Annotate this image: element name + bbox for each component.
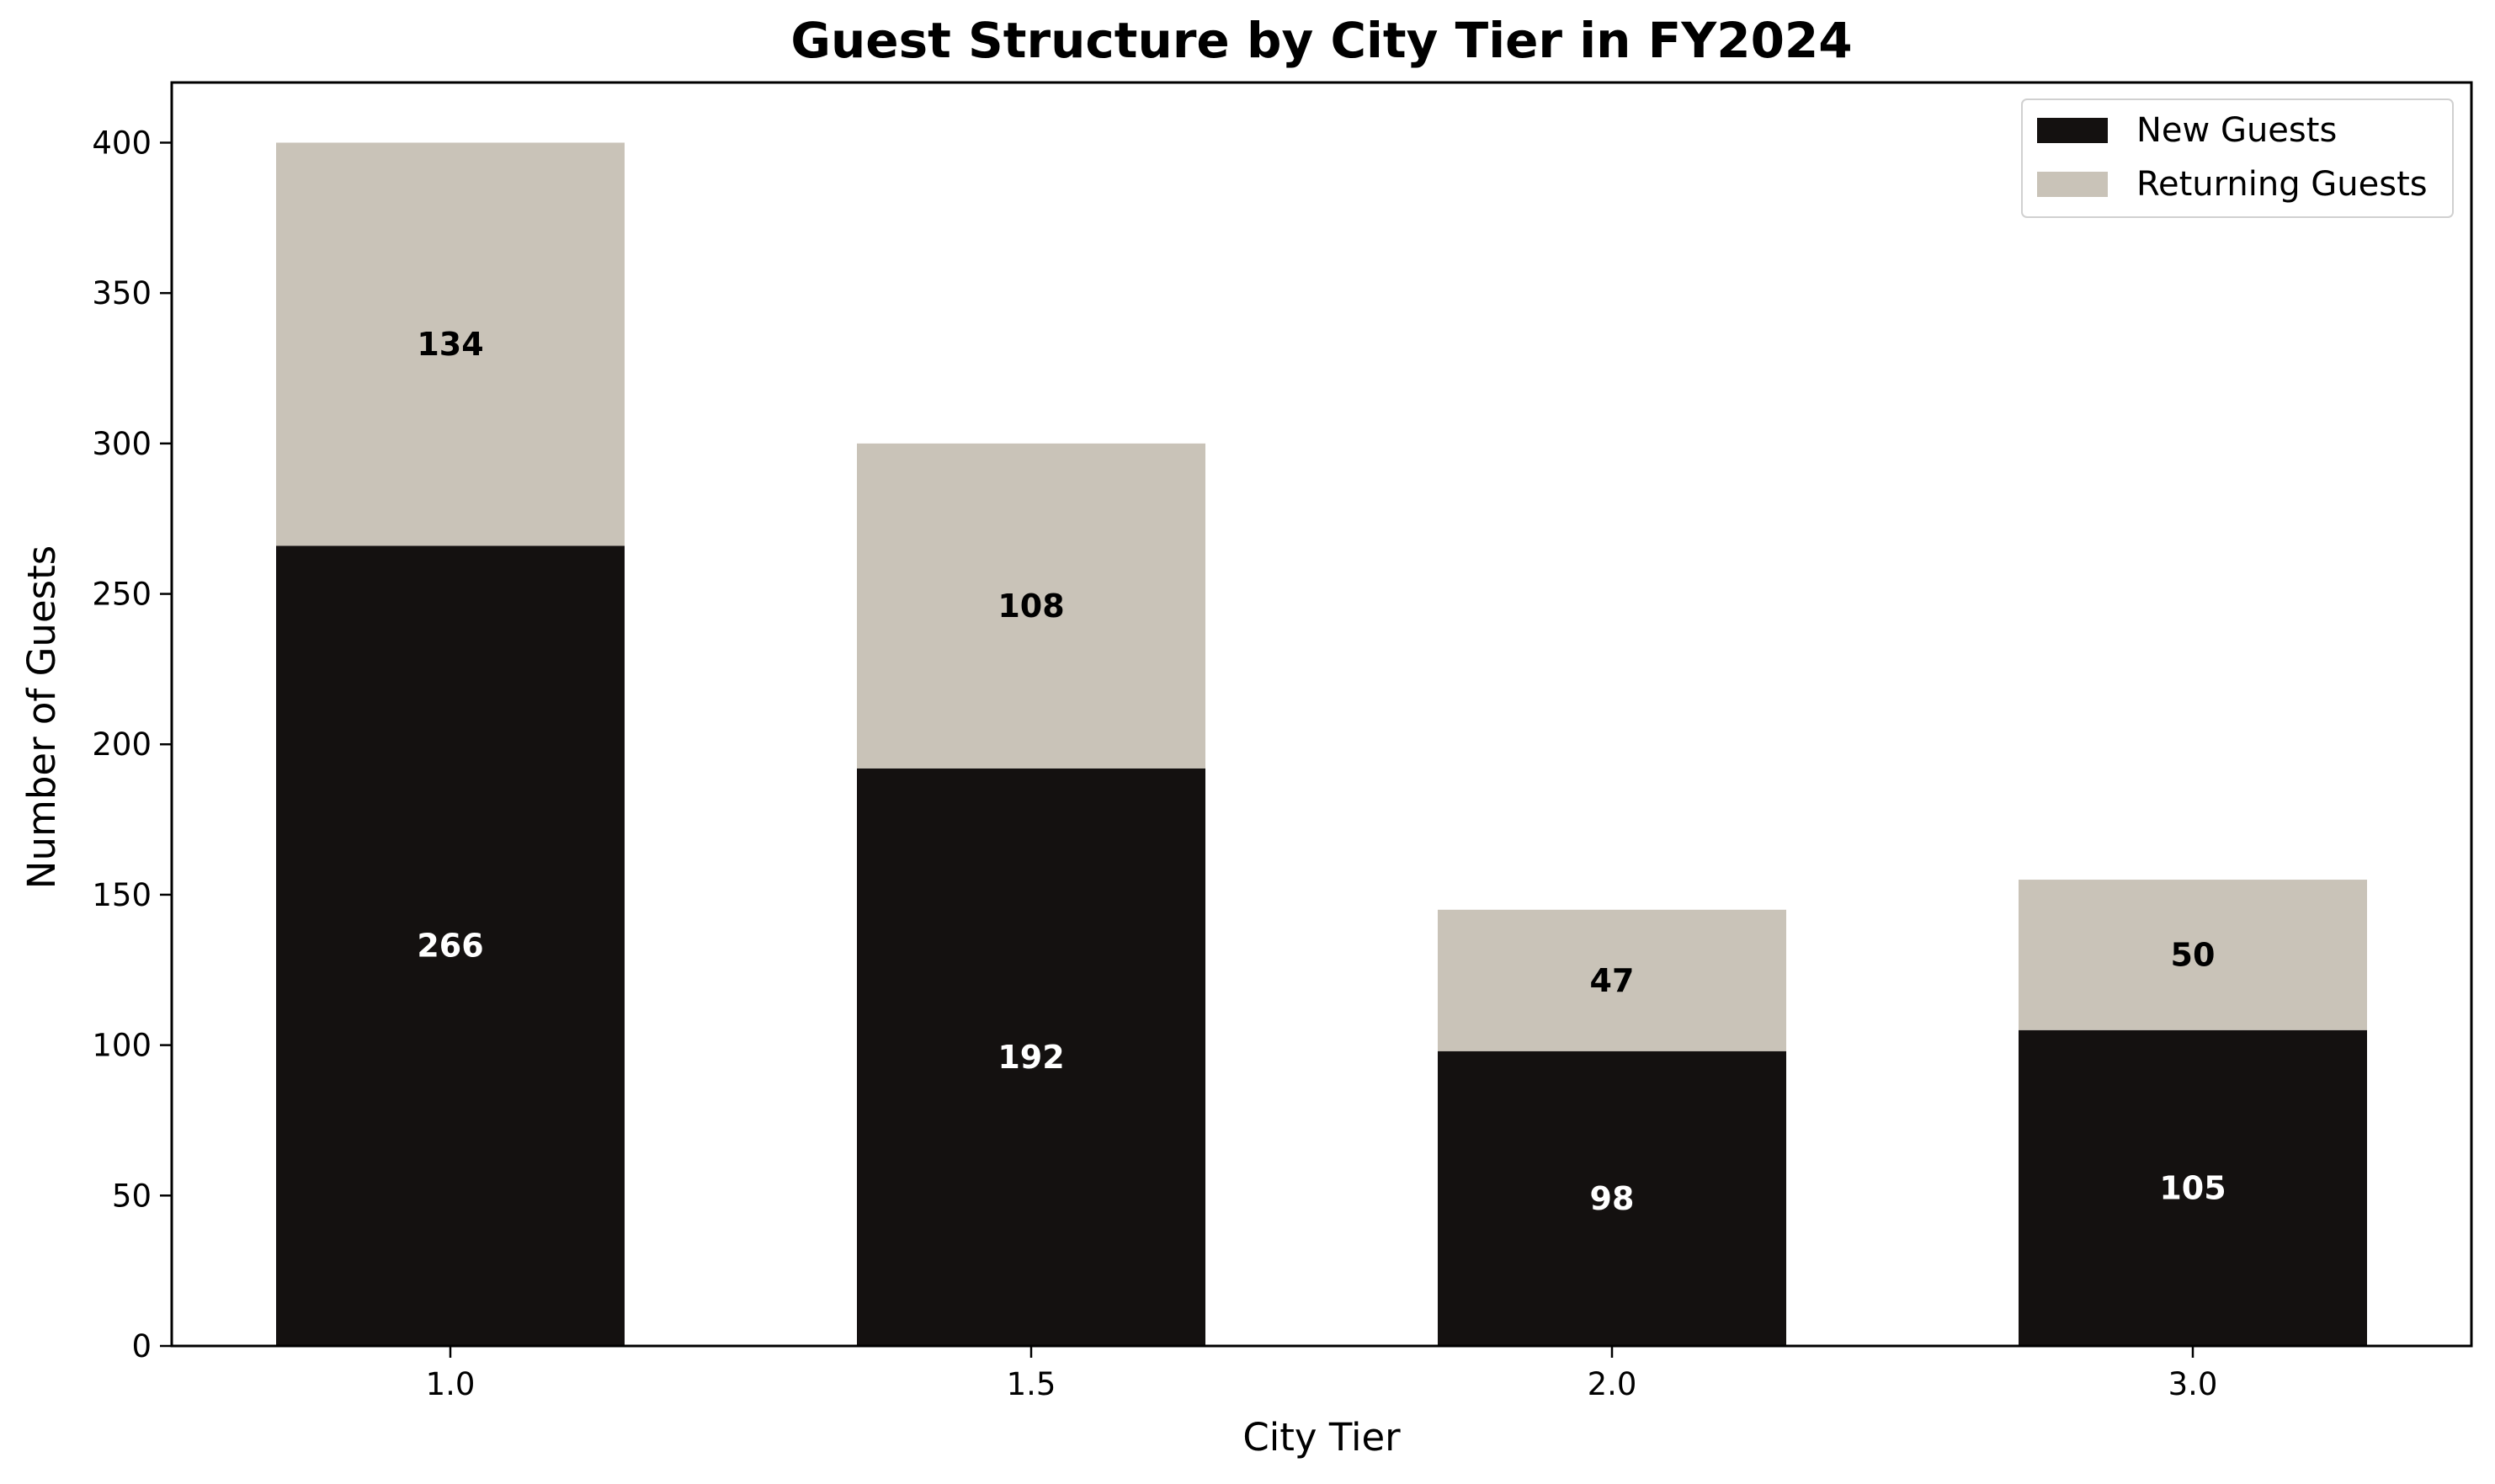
x-tick-label: 1.0 [426,1366,476,1402]
bar-returning-3-0 [2019,880,2367,1030]
y-tick-label: 50 [112,1178,152,1214]
x-axis-label: City Tier [1242,1415,1401,1460]
legend-box [2021,98,2454,218]
y-tick-label: 100 [92,1028,152,1064]
plot-frame [170,81,2473,1348]
legend-label-new: New Guests [2136,111,2337,150]
data-label-returning-2-0: 47 [1590,962,1635,999]
data-label-returning-3-0: 50 [2171,936,2216,973]
data-label-returning-1-0: 134 [417,326,483,363]
chart-title: Guest Structure by City Tier in FY2024 [790,12,1852,69]
x-tick-label: 1.5 [1007,1366,1056,1402]
y-axis: 0 50 100 150 200 250 300 350 400 [92,125,172,1364]
x-tick-label: 2.0 [1588,1366,1637,1402]
data-labels-layer: 266 192 98 105 134 108 47 50 [417,326,2226,1217]
y-tick-label: 400 [92,125,152,161]
legend-swatch-returning [2037,172,2108,197]
data-label-new-1-5: 192 [997,1039,1064,1076]
data-label-returning-1-5: 108 [997,588,1064,625]
y-tick-label: 300 [92,426,152,462]
bar-returning-1-5 [857,443,1205,769]
bar-new-3-0 [2019,1029,2367,1346]
data-label-new-2-0: 98 [1590,1180,1635,1217]
x-tick-label: 3.0 [2168,1366,2218,1402]
y-tick-label: 200 [92,726,152,763]
y-tick-label: 0 [131,1328,152,1364]
x-axis: 1.0 1.5 2.0 3.0 [426,1346,2218,1402]
y-axis-label: Number of Guests [19,545,64,889]
bar-new-2-0 [1438,1051,1786,1346]
bar-returning-1-0 [276,142,625,546]
y-tick-label: 350 [92,275,152,311]
legend-swatch-new [2037,118,2108,143]
legend-label-returning: Returning Guests [2136,165,2428,204]
data-label-new-3-0: 105 [2159,1169,2226,1206]
bar-new-1-0 [276,545,625,1346]
bar-returning-2-0 [1438,909,1786,1051]
y-tick-label: 250 [92,577,152,613]
bars-layer [276,142,2367,1346]
data-label-new-1-0: 266 [417,928,483,965]
y-tick-label: 150 [92,877,152,913]
legend: New Guests Returning Guests [2021,98,2454,218]
bar-new-1-5 [857,768,1205,1346]
